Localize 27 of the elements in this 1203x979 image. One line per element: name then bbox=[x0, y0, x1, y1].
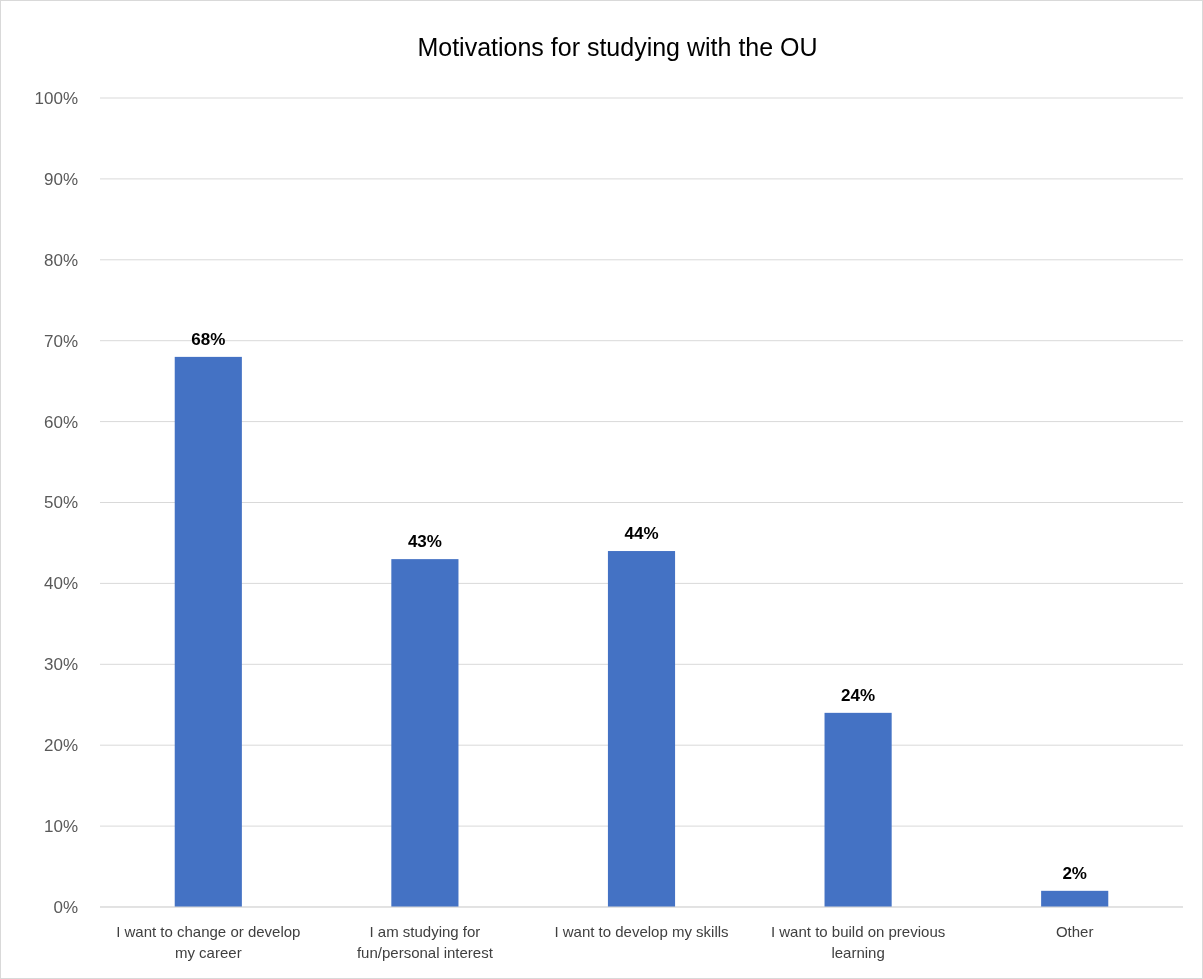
data-label: 2% bbox=[1062, 863, 1087, 883]
data-label: 43% bbox=[407, 532, 442, 552]
x-tick-label: I want to change or develop my career bbox=[116, 923, 301, 961]
data-label: 24% bbox=[841, 685, 876, 705]
chart-title: Motivations for studying with the OU bbox=[417, 33, 818, 61]
y-tick-label: 70% bbox=[43, 331, 78, 351]
y-tick-label: 90% bbox=[43, 169, 78, 189]
x-tick-label: I want to build on previous learning bbox=[770, 923, 946, 961]
x-tick-label: Other bbox=[1055, 923, 1094, 940]
y-tick-label: 10% bbox=[43, 817, 78, 837]
bar bbox=[391, 559, 459, 907]
data-label: 68% bbox=[191, 329, 226, 349]
y-tick-label: 20% bbox=[43, 736, 78, 756]
x-tick-label: I am studying for fun/personal interest bbox=[356, 923, 494, 961]
y-tick-label: 50% bbox=[43, 493, 78, 513]
bar bbox=[607, 551, 676, 907]
y-tick-label: 80% bbox=[43, 250, 78, 270]
y-tick-label: 30% bbox=[43, 655, 78, 675]
y-tick-label: 40% bbox=[43, 574, 78, 594]
y-tick-label: 60% bbox=[43, 412, 78, 432]
y-tick-label: 0% bbox=[53, 897, 78, 917]
x-tick-label: I want to develop my skills bbox=[554, 923, 729, 940]
bar bbox=[1041, 890, 1109, 907]
bar bbox=[174, 356, 242, 907]
y-tick-label: 100% bbox=[34, 88, 78, 108]
bar bbox=[824, 712, 892, 907]
data-label: 44% bbox=[624, 524, 659, 544]
